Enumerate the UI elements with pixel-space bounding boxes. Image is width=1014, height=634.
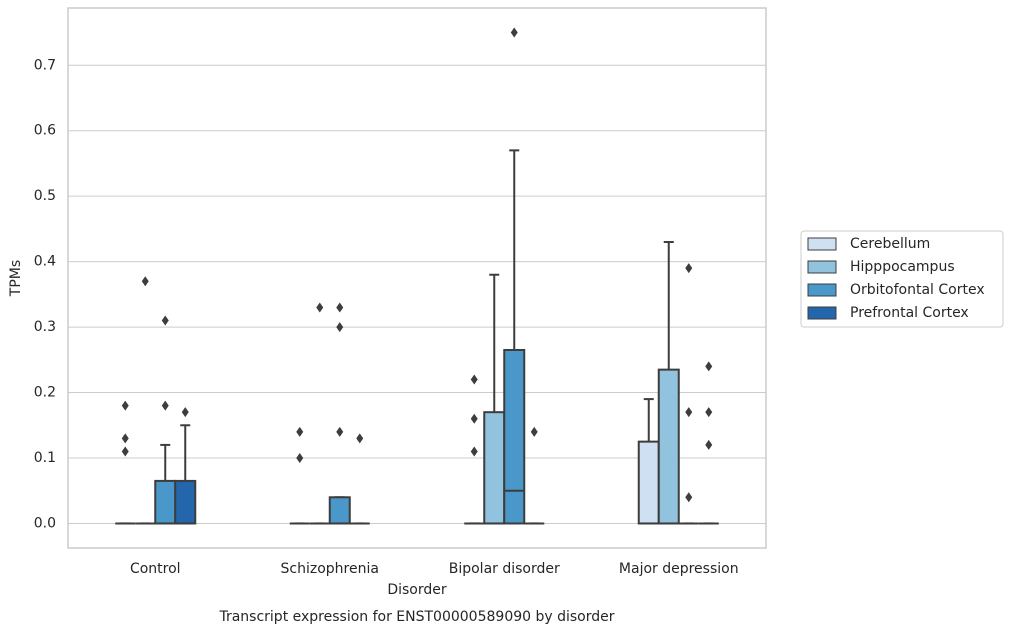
box-group <box>349 433 370 525</box>
x-tick-label: Control <box>130 561 181 577</box>
legend-label: Orbitofontal Cortex <box>850 282 985 298</box>
box-group <box>309 302 330 525</box>
box <box>637 440 660 525</box>
outlier <box>316 302 324 313</box>
legend-swatch <box>807 306 837 320</box>
y-tick-label: 0.5 <box>34 188 56 204</box>
y-axis-label: TPMs <box>8 260 24 297</box>
outlier <box>121 433 129 444</box>
box <box>154 479 177 525</box>
x-tick-label: Schizophrenia <box>281 561 379 577</box>
outlier <box>181 407 189 418</box>
outlier <box>510 27 518 38</box>
box <box>503 349 526 525</box>
outlier <box>336 426 344 437</box>
legend-frame <box>800 230 1004 328</box>
outlier <box>296 453 304 463</box>
box-group <box>135 276 156 525</box>
box-group <box>524 426 545 525</box>
outlier <box>161 400 169 411</box>
x-axis-label: Disorder <box>387 582 447 598</box>
outlier <box>530 426 538 437</box>
box-group <box>637 398 660 525</box>
outlier <box>705 407 713 418</box>
box <box>328 496 351 525</box>
outlier <box>685 492 693 503</box>
legend-label: Hipppocampus <box>850 259 955 275</box>
legend-swatch <box>807 237 837 251</box>
box <box>483 411 506 525</box>
box-group <box>503 27 526 525</box>
outlier <box>161 315 169 326</box>
plot-frame <box>67 7 767 549</box>
outlier <box>141 276 149 287</box>
outlier <box>336 322 344 333</box>
y-tick-label: 0.3 <box>34 319 56 335</box>
y-tick-label: 0.2 <box>34 385 56 401</box>
chart-title: Transcript expression for ENST0000058909… <box>218 609 614 625</box>
outlier <box>470 446 478 457</box>
outlier <box>296 426 304 437</box>
outlier <box>705 361 713 372</box>
box-group <box>154 315 177 525</box>
outlier <box>470 413 478 424</box>
box-group <box>483 273 506 525</box>
outlier <box>121 400 129 411</box>
legend-label: Cerebellum <box>850 236 930 252</box>
legend-swatch <box>807 260 837 274</box>
y-tick-label: 0.0 <box>34 515 56 531</box>
box <box>174 479 197 525</box>
box-group <box>115 400 136 525</box>
box-group <box>698 361 719 525</box>
box-group <box>657 241 680 525</box>
y-tick-label: 0.6 <box>34 123 56 139</box>
outlier <box>685 263 693 274</box>
outlier <box>121 446 129 457</box>
box-group <box>289 426 310 525</box>
outlier <box>685 407 693 418</box>
box-group <box>174 407 197 525</box>
x-tick-label: Major depression <box>619 561 739 577</box>
box-group <box>678 263 699 525</box>
y-tick-label: 0.4 <box>34 254 56 270</box>
legend-label: Prefrontal Cortex <box>850 305 969 321</box>
box <box>657 368 680 525</box>
box-group <box>464 374 485 525</box>
legend-swatch <box>807 283 837 297</box>
y-tick-label: 0.7 <box>34 57 56 73</box>
outlier <box>356 433 364 444</box>
outlier <box>470 374 478 385</box>
outlier <box>336 302 344 313</box>
x-tick-label: Bipolar disorder <box>449 561 560 577</box>
y-tick-label: 0.1 <box>34 450 56 466</box>
outlier <box>705 439 713 450</box>
box-group <box>328 302 351 525</box>
